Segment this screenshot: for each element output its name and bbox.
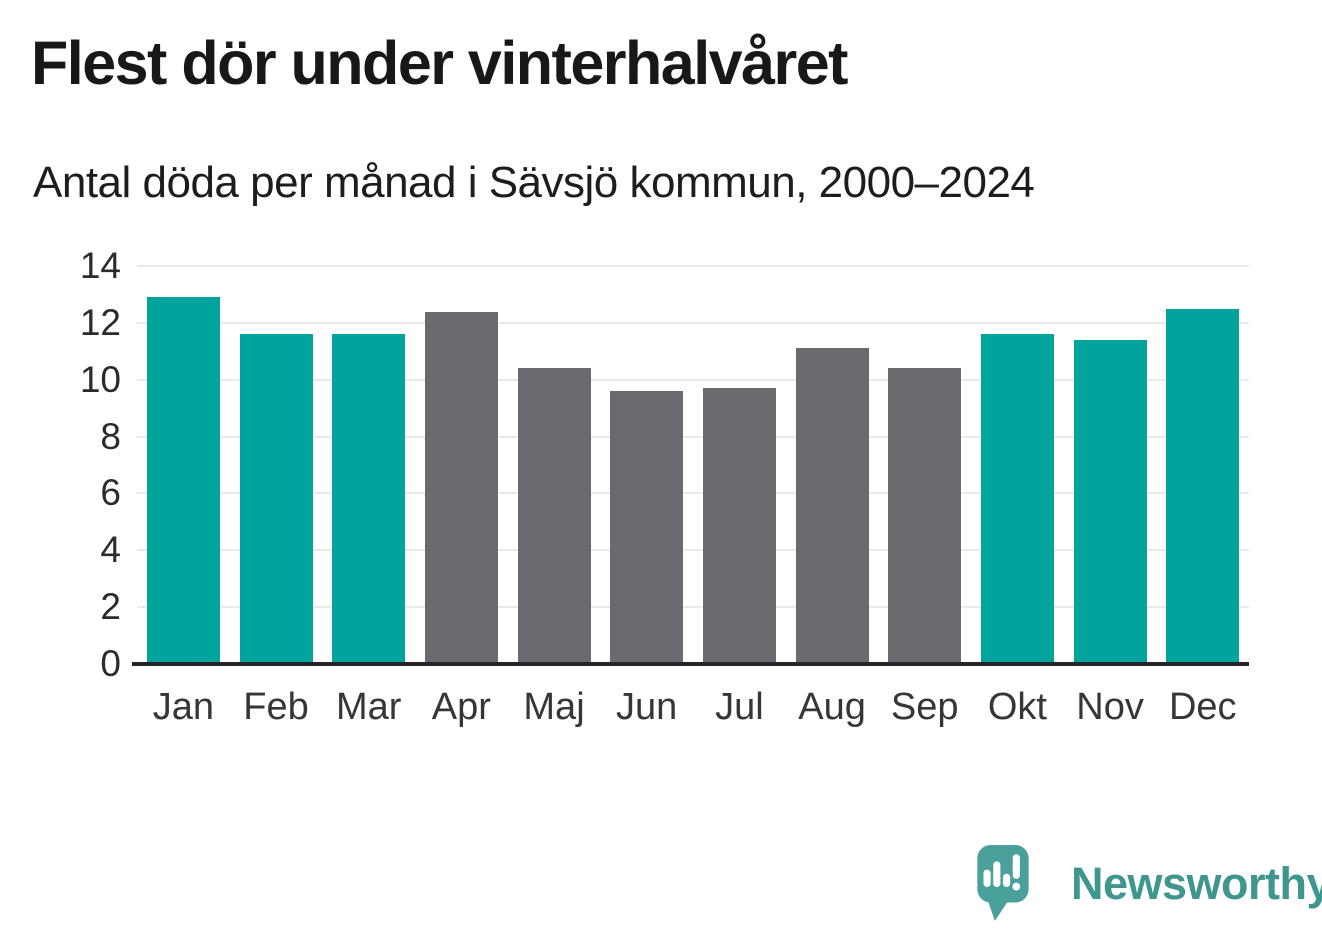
y-tick-label-4: 4 — [100, 529, 121, 571]
bar-jan — [146, 297, 220, 664]
bar-aug — [795, 348, 869, 664]
x-tick-label-jan: Jan — [152, 686, 214, 728]
bar-slot-jan — [137, 266, 230, 664]
gridline-12 — [137, 321, 1249, 324]
y-tick-label-6: 6 — [100, 472, 121, 514]
gridline-14 — [137, 265, 1249, 267]
gridline-6 — [137, 492, 1249, 495]
y-tick-label-10: 10 — [79, 358, 121, 400]
x-tick-label-nov: Nov — [1076, 686, 1144, 728]
bar-slot-okt — [971, 266, 1064, 664]
x-tick-label-mar: Mar — [335, 686, 402, 728]
x-axis-baseline — [132, 662, 1249, 666]
newsworthy-logo-icon — [977, 845, 1029, 921]
gridline-4 — [137, 549, 1249, 552]
bar-slot-nov — [1064, 266, 1157, 664]
bar-slot-sep — [878, 266, 971, 664]
gridline-10 — [137, 378, 1249, 381]
bar-dec — [1166, 308, 1240, 664]
y-tick-label-0: 0 — [100, 643, 121, 684]
bar-sep — [888, 368, 962, 664]
newsworthy-brand: Newsworthy — [977, 845, 1322, 925]
y-tick-label-2: 2 — [100, 586, 121, 628]
bar-slot-jul — [693, 266, 786, 664]
y-tick-label-12: 12 — [79, 301, 121, 343]
bar-slot-dec — [1156, 266, 1249, 664]
y-tick-label-14: 14 — [79, 245, 121, 286]
x-tick-label-jul: Jul — [715, 686, 764, 728]
y-axis: 0 2 4 6 8 10 12 14 — [0, 246, 121, 684]
bar-nov — [1073, 339, 1147, 664]
bar-mar — [332, 334, 406, 664]
x-axis: Jan Feb Mar Apr Maj Jun Jul Aug Sep Okt Nov Dec — [137, 682, 1249, 732]
bar-slot-jun — [600, 266, 693, 664]
y-tick-label-8: 8 — [100, 415, 121, 457]
bar-slot-feb — [230, 266, 323, 664]
bar-slot-apr — [415, 266, 508, 664]
bar-maj — [517, 368, 591, 664]
x-tick-label-jun: Jun — [616, 686, 678, 728]
bar-okt — [980, 334, 1054, 664]
bar-slot-maj — [508, 266, 601, 664]
x-tick-label-okt: Okt — [987, 686, 1047, 728]
brand-wordmark: Newsworthy — [1071, 858, 1322, 909]
bar-apr — [424, 311, 498, 664]
bar-feb — [239, 334, 313, 664]
bar-slot-mar — [322, 266, 415, 664]
x-tick-label-sep: Sep — [890, 686, 959, 728]
bar-jul — [702, 388, 776, 664]
bar-slot-aug — [786, 266, 879, 664]
bar-series — [137, 266, 1249, 664]
x-tick-label-aug: Aug — [798, 686, 866, 728]
x-tick-label-feb: Feb — [243, 686, 309, 728]
gridline-2 — [137, 606, 1249, 609]
gridline-8 — [137, 435, 1249, 438]
x-tick-label-apr: Apr — [431, 686, 491, 728]
plot-area — [132, 265, 1249, 666]
x-tick-label-maj: Maj — [523, 686, 585, 728]
bar-jun — [610, 391, 684, 664]
chart-title: Flest dör under vinterhalvåret — [31, 29, 849, 97]
chart-subtitle: Antal döda per månad i Sävsjö kommun, 20… — [33, 158, 1035, 207]
x-tick-label-dec: Dec — [1168, 686, 1237, 728]
